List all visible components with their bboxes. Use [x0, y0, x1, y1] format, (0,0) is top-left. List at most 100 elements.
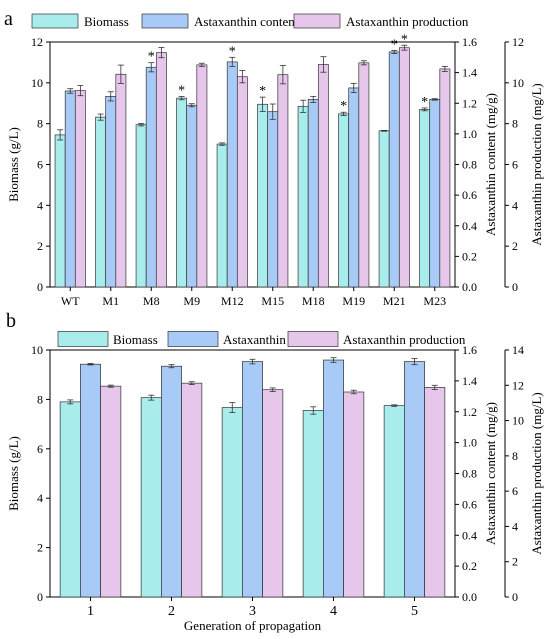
significance-mark: *	[340, 99, 347, 114]
y-right2-tick-label: 14	[512, 343, 524, 357]
y-right1-tick-label: 0.8	[462, 158, 477, 172]
bar-biomass	[216, 143, 228, 288]
bar-astaxanthin-production	[317, 64, 329, 288]
y-right1-axis-label: Astaxanthin content (mg/g)	[483, 402, 498, 545]
x-tick-label: M9	[183, 294, 200, 308]
legend-swatch	[167, 331, 219, 347]
bar-biomass	[54, 134, 66, 288]
bar-astaxanthin-content	[145, 66, 157, 288]
y-right2-tick-label: 2	[512, 239, 518, 253]
y-right2-tick-label: 4	[512, 198, 518, 212]
panel-label: a	[4, 8, 13, 30]
bar-biomass	[297, 105, 309, 288]
significance-mark: *	[148, 50, 155, 65]
x-axis-label: Generation of propagation	[184, 618, 322, 633]
bar-astaxanthin-content	[307, 99, 319, 288]
x-tick-label: M23	[423, 294, 446, 308]
y-right1-tick-label: 1.2	[462, 96, 477, 110]
y-right1-tick-label: 1.4	[462, 66, 477, 80]
y-right1-tick-label: 0.6	[462, 497, 477, 511]
y-right1-tick-label: 0.6	[462, 188, 477, 202]
y-tick-label: 10	[31, 343, 43, 357]
y-right1-tick-label: 1.0	[462, 127, 477, 141]
y-right1-tick-label: 0.4	[462, 528, 477, 542]
bar-astaxanthin-content	[161, 365, 182, 598]
y-right2-tick-label: 8	[512, 449, 518, 463]
y-right1-tick-label: 1.4	[462, 374, 477, 388]
legend-swatch	[31, 13, 79, 29]
legend-swatch	[141, 13, 189, 29]
bar-astaxanthin-content	[388, 51, 400, 288]
bar-biomass	[59, 401, 81, 598]
bar-biomass	[140, 397, 162, 598]
bar-astaxanthin-content	[348, 87, 360, 288]
significance-mark: *	[178, 84, 185, 99]
bar-biomass	[135, 124, 147, 288]
x-tick-label: M15	[261, 294, 284, 308]
legend-label: Astaxanthin production	[346, 14, 469, 29]
y-right2-tick-label: 12	[512, 378, 524, 392]
bar-astaxanthin-content	[323, 359, 344, 598]
y-right1-tick-label: 1.6	[462, 35, 477, 49]
significance-mark: *	[259, 84, 266, 99]
x-tick-label: M19	[342, 294, 365, 308]
y-axis-label: Biomass (g/L)	[6, 127, 21, 202]
y-right2-tick-label: 8	[512, 117, 518, 131]
y-right1-tick-label: 0.2	[462, 559, 477, 573]
y-right1-tick-label: 1.2	[462, 405, 477, 419]
y-right2-axis-label: Astaxanthin production (mg/L)	[529, 392, 544, 554]
x-tick-label: 1	[87, 604, 94, 619]
legend-swatch	[287, 331, 339, 347]
y-tick-label: 4	[37, 198, 43, 212]
y-tick-label: 4	[37, 491, 43, 505]
y-right1-tick-label: 1.0	[462, 436, 477, 450]
bar-astaxanthin-production	[439, 68, 451, 288]
y-right2-tick-label: 0	[512, 280, 518, 294]
y-tick-label: 12	[31, 35, 43, 49]
bar-astaxanthin-content	[186, 104, 198, 288]
x-tick-label: M12	[221, 294, 244, 308]
significance-mark: *	[401, 32, 408, 47]
bar-biomass	[378, 130, 390, 288]
y-tick-label: 2	[37, 541, 43, 555]
legend-label: Biomass	[84, 14, 129, 29]
bar-astaxanthin-production	[74, 90, 86, 288]
bar-astaxanthin-production	[424, 387, 446, 598]
x-tick-label: 3	[249, 604, 256, 619]
bar-astaxanthin-content	[80, 363, 101, 598]
y-right2-tick-label: 12	[512, 35, 524, 49]
bar-astaxanthin-content	[105, 96, 117, 288]
y-tick-label: 6	[37, 158, 43, 172]
bar-astaxanthin-content	[429, 99, 441, 288]
y-right2-tick-label: 2	[512, 555, 518, 569]
legend-label: Astaxanthin production	[343, 332, 466, 347]
y-right2-tick-label: 0	[512, 590, 518, 604]
y-right1-axis-label: Astaxanthin content (mg/g)	[483, 93, 498, 236]
bar-astaxanthin-production	[398, 47, 410, 288]
bar-biomass	[176, 97, 188, 288]
bar-biomass	[95, 116, 107, 288]
panel-label: b	[6, 310, 16, 332]
x-tick-label: 5	[411, 604, 418, 619]
bar-astaxanthin-production	[155, 52, 167, 288]
bar-astaxanthin-production	[343, 391, 365, 598]
y-axis-label: Biomass (g/L)	[6, 436, 21, 511]
bar-astaxanthin-production	[262, 389, 284, 598]
legend-label: Biomass	[113, 332, 158, 347]
y-right2-tick-label: 6	[512, 158, 518, 172]
bar-astaxanthin-content	[242, 361, 263, 598]
y-right1-tick-label: 0.4	[462, 219, 477, 233]
legend-label: Astaxanthin content	[194, 14, 299, 29]
y-right1-tick-label: 0.0	[462, 590, 477, 604]
y-right2-axis-label: Astaxanthin production (mg/L)	[529, 83, 544, 245]
bar-biomass	[302, 410, 324, 598]
bar-astaxanthin-production	[236, 76, 248, 288]
x-tick-label: 4	[330, 604, 337, 619]
significance-mark: *	[421, 95, 428, 110]
bar-biomass	[221, 407, 243, 598]
y-tick-label: 8	[37, 117, 43, 131]
y-tick-label: 0	[37, 280, 43, 294]
x-tick-label: WT	[61, 294, 80, 308]
legend-swatch	[293, 13, 341, 29]
